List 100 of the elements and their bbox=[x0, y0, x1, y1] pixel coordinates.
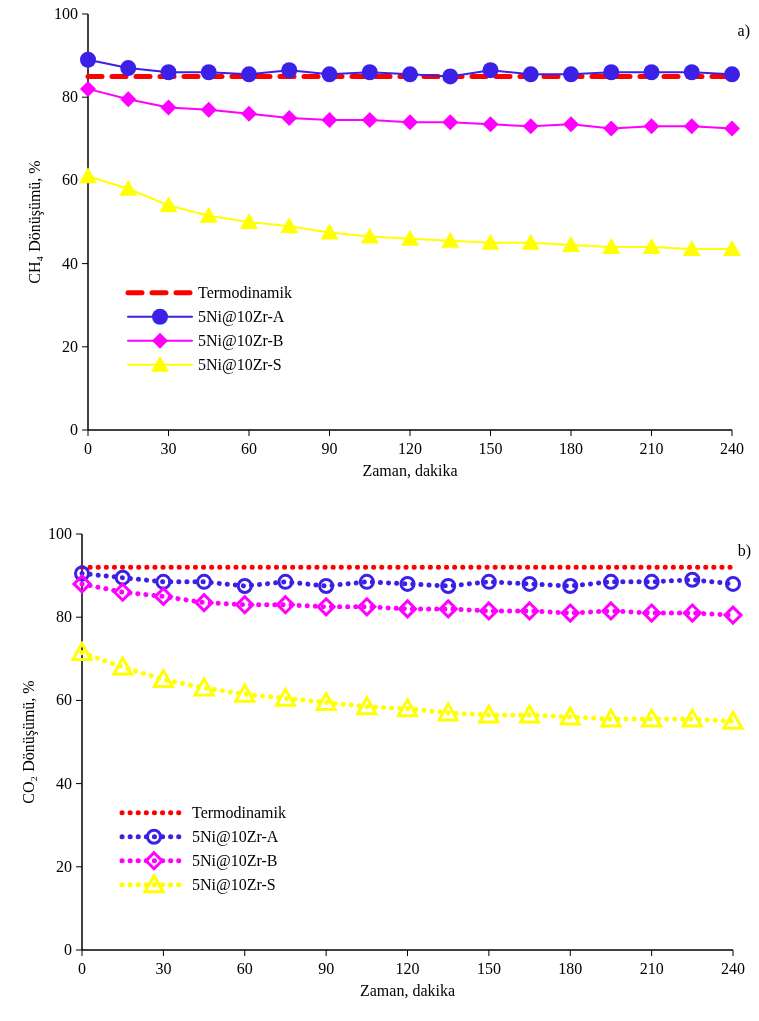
point bbox=[643, 573, 660, 590]
x-tick-label: 90 bbox=[321, 440, 338, 457]
point bbox=[560, 603, 580, 623]
point bbox=[521, 575, 538, 592]
point bbox=[440, 578, 457, 594]
point bbox=[234, 683, 256, 703]
y-tick-label: 100 bbox=[54, 5, 78, 22]
point bbox=[442, 114, 459, 131]
x-tick-label: 240 bbox=[720, 440, 744, 457]
x-tick-label: 120 bbox=[395, 960, 420, 977]
point bbox=[160, 64, 177, 81]
x-axis-title: Zaman, dakika bbox=[362, 462, 458, 479]
point bbox=[281, 110, 298, 126]
x-tick-label: 150 bbox=[476, 960, 501, 977]
x-tick-label: 0 bbox=[84, 440, 92, 457]
y-tick-label: 0 bbox=[70, 421, 78, 438]
point bbox=[725, 575, 741, 592]
point bbox=[397, 698, 418, 718]
y-tick-label: 60 bbox=[56, 691, 72, 709]
point bbox=[682, 240, 701, 257]
point bbox=[120, 60, 137, 77]
point bbox=[402, 66, 418, 83]
point bbox=[641, 708, 663, 728]
x-tick-label: 90 bbox=[318, 960, 335, 977]
point bbox=[159, 196, 178, 213]
point bbox=[71, 642, 93, 662]
point bbox=[402, 114, 418, 131]
y-axis-title: CH₄ Dönüşümü, % bbox=[26, 160, 44, 284]
point bbox=[80, 80, 96, 97]
point bbox=[563, 116, 579, 133]
legend-label: Termodinamik bbox=[198, 283, 292, 301]
point bbox=[682, 603, 702, 623]
point bbox=[399, 575, 416, 592]
point bbox=[562, 235, 580, 252]
y-tick-label: 80 bbox=[62, 88, 78, 106]
point bbox=[361, 112, 378, 129]
point bbox=[155, 573, 172, 590]
y-tick-label: 100 bbox=[48, 525, 72, 542]
point bbox=[321, 66, 338, 83]
point bbox=[360, 227, 379, 244]
point bbox=[602, 237, 621, 254]
point bbox=[601, 601, 621, 621]
legend-label: 5Ni@10Zr-A bbox=[198, 307, 285, 326]
point bbox=[114, 569, 131, 586]
point bbox=[241, 105, 257, 122]
y-tick-label: 20 bbox=[62, 337, 78, 355]
point bbox=[683, 118, 700, 135]
y-tick-label: 60 bbox=[62, 171, 78, 189]
point bbox=[724, 66, 740, 83]
point bbox=[683, 64, 700, 81]
text: b) bbox=[737, 542, 751, 560]
point bbox=[356, 696, 378, 716]
point bbox=[724, 120, 740, 137]
point bbox=[600, 708, 622, 728]
point bbox=[193, 677, 215, 697]
y-tick-label: 0 bbox=[64, 941, 72, 958]
x-tick-label: 180 bbox=[558, 960, 583, 977]
x-tick-label: 120 bbox=[398, 440, 422, 457]
y-tick-label: 20 bbox=[56, 857, 72, 875]
point bbox=[681, 708, 703, 728]
point bbox=[200, 64, 217, 81]
point bbox=[112, 656, 134, 676]
point bbox=[318, 578, 335, 594]
point bbox=[442, 68, 459, 85]
x-tick-label: 30 bbox=[155, 960, 172, 977]
point bbox=[199, 206, 218, 223]
x-tick-label: 240 bbox=[721, 960, 745, 977]
point bbox=[277, 573, 294, 590]
point bbox=[398, 599, 417, 619]
point bbox=[200, 101, 217, 118]
point bbox=[194, 593, 214, 613]
y-axis-title: CO₂ Dönüşümü, % bbox=[20, 680, 38, 804]
x-tick-label: 180 bbox=[559, 440, 583, 457]
legend-label: 5Ni@10Zr-B bbox=[198, 331, 284, 350]
point bbox=[684, 571, 701, 588]
point bbox=[437, 702, 459, 722]
point bbox=[519, 704, 541, 724]
legend-label: 5Ni@10Zr-S bbox=[198, 355, 282, 374]
point bbox=[522, 66, 539, 83]
point bbox=[321, 112, 338, 129]
legend-label: Termodinamik bbox=[192, 803, 286, 821]
point bbox=[520, 601, 540, 621]
point bbox=[603, 120, 620, 137]
point bbox=[642, 603, 662, 623]
point bbox=[80, 51, 96, 68]
point bbox=[152, 669, 174, 689]
point bbox=[153, 586, 173, 606]
x-tick-label: 210 bbox=[639, 440, 664, 457]
point bbox=[479, 601, 499, 621]
point bbox=[316, 597, 336, 617]
point bbox=[113, 582, 133, 602]
point bbox=[562, 578, 579, 594]
y-tick-label: 80 bbox=[56, 608, 72, 626]
x-tick-label: 60 bbox=[241, 440, 257, 457]
point bbox=[642, 237, 661, 254]
point bbox=[438, 599, 458, 619]
y-tick-label: 40 bbox=[56, 774, 72, 792]
x-tick-label: 150 bbox=[478, 440, 503, 457]
point bbox=[235, 595, 255, 615]
x-axis-title: Zaman, dakika bbox=[359, 982, 456, 999]
